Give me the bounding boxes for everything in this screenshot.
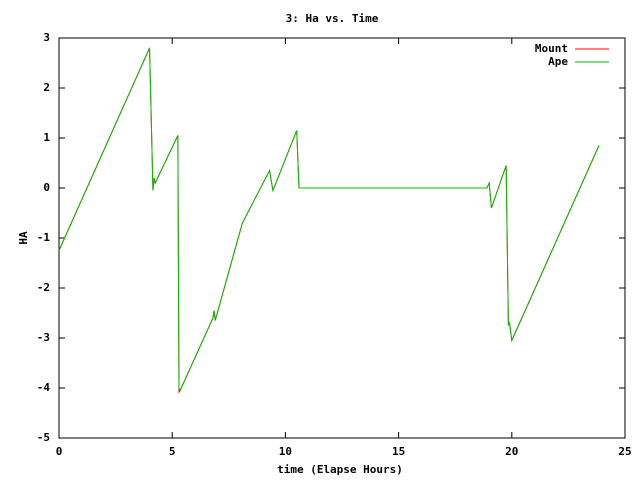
y-tick-label: 1 <box>43 131 50 144</box>
y-tick-label: -4 <box>37 381 51 394</box>
plot-border <box>58 37 626 439</box>
x-tick-label: 20 <box>505 445 518 458</box>
y-tick-label: 0 <box>43 181 50 194</box>
x-tick-label: 10 <box>279 445 292 458</box>
x-tick-label: 0 <box>56 445 63 458</box>
x-axis-label: time (Elapse Hours) <box>277 463 403 476</box>
y-tick-label: -1 <box>37 231 51 244</box>
y-tick-label: -5 <box>37 431 50 444</box>
chart-title: 3: Ha vs. Time <box>286 12 379 25</box>
y-tick-label: -3 <box>37 331 50 344</box>
y-tick-label: 3 <box>43 31 50 44</box>
legend-label: Mount <box>535 42 568 55</box>
y-axis-label: HA <box>17 231 30 245</box>
series-line <box>58 47 600 394</box>
x-tick-label: 25 <box>618 445 631 458</box>
legend-label: Ape <box>548 55 568 68</box>
x-tick-label: 15 <box>392 445 405 458</box>
x-tick-label: 5 <box>169 445 176 458</box>
series-line <box>58 47 600 392</box>
y-tick-label: -2 <box>37 281 50 294</box>
y-tick-label: 2 <box>43 81 50 94</box>
